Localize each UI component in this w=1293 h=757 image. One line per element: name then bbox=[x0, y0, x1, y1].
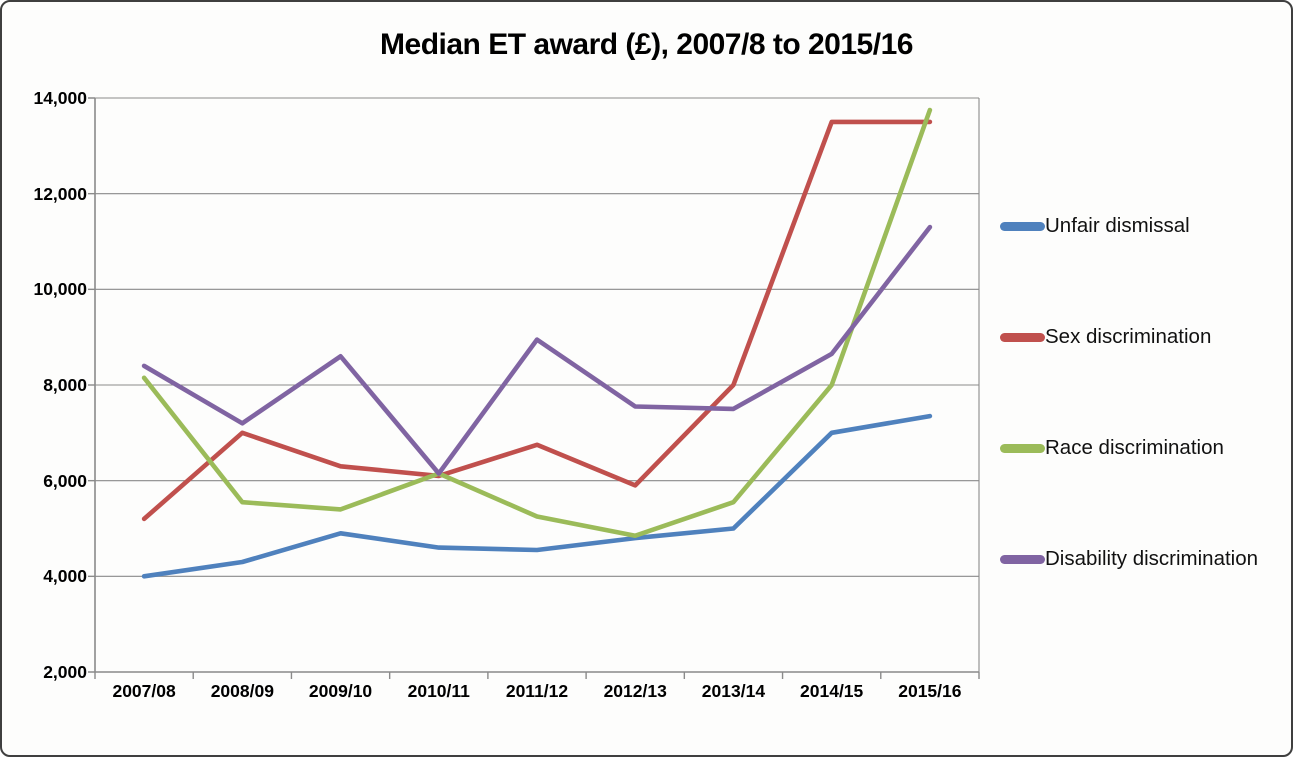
legend-item: Race discrimination bbox=[1000, 435, 1224, 461]
y-axis-label: 2,000 bbox=[43, 662, 87, 682]
x-axis-label: 2008/09 bbox=[210, 681, 274, 701]
series-line-sex-discrimination bbox=[141, 119, 933, 522]
legend-swatch-unfair-dismissal bbox=[1000, 221, 1045, 231]
y-axis-label: 6,000 bbox=[43, 470, 87, 491]
legend-swatch-sex-discrimination bbox=[1000, 332, 1045, 342]
x-axis-label: 2010/11 bbox=[407, 681, 470, 701]
x-axis-label: 2013/14 bbox=[701, 681, 766, 701]
x-axis-label: 2015/16 bbox=[898, 681, 962, 701]
x-axis-label: 2011/12 bbox=[505, 681, 569, 701]
legend-label: Race discrimination bbox=[1045, 436, 1224, 459]
axes bbox=[94, 98, 980, 679]
y-axis-label: 12,000 bbox=[33, 183, 87, 204]
series-line-unfair-dismissal bbox=[141, 413, 933, 579]
x-axis-label: 2007/08 bbox=[112, 681, 176, 701]
y-axis-label: 8,000 bbox=[43, 375, 87, 395]
y-axis-label: 14,000 bbox=[33, 88, 87, 108]
legend-item: Disability discrimination bbox=[1000, 546, 1258, 572]
legend-item: Unfair dismissal bbox=[1000, 213, 1190, 239]
x-axis-label: 2009/10 bbox=[308, 681, 373, 701]
y-axis-label: 10,000 bbox=[33, 279, 87, 300]
legend-swatch-disability-discrimination bbox=[1000, 554, 1045, 564]
series-line-disability-discrimination bbox=[141, 224, 933, 476]
gridlines bbox=[88, 97, 979, 673]
legend-label: Sex discrimination bbox=[1045, 325, 1212, 348]
legend-label: Unfair dismissal bbox=[1045, 214, 1190, 237]
legend-item: Sex discrimination bbox=[1000, 324, 1211, 350]
y-axis-label: 4,000 bbox=[43, 566, 87, 587]
legend-swatch-race-discrimination bbox=[1000, 443, 1045, 453]
series-line-race-discrimination bbox=[141, 107, 933, 538]
legend-label: Disability discrimination bbox=[1045, 547, 1259, 570]
chart-title: Median ET award (£), 2007/8 to 2015/16 bbox=[380, 28, 913, 61]
x-axis-label: 2012/13 bbox=[603, 681, 667, 701]
x-axis-label: 2014/15 bbox=[800, 681, 864, 701]
